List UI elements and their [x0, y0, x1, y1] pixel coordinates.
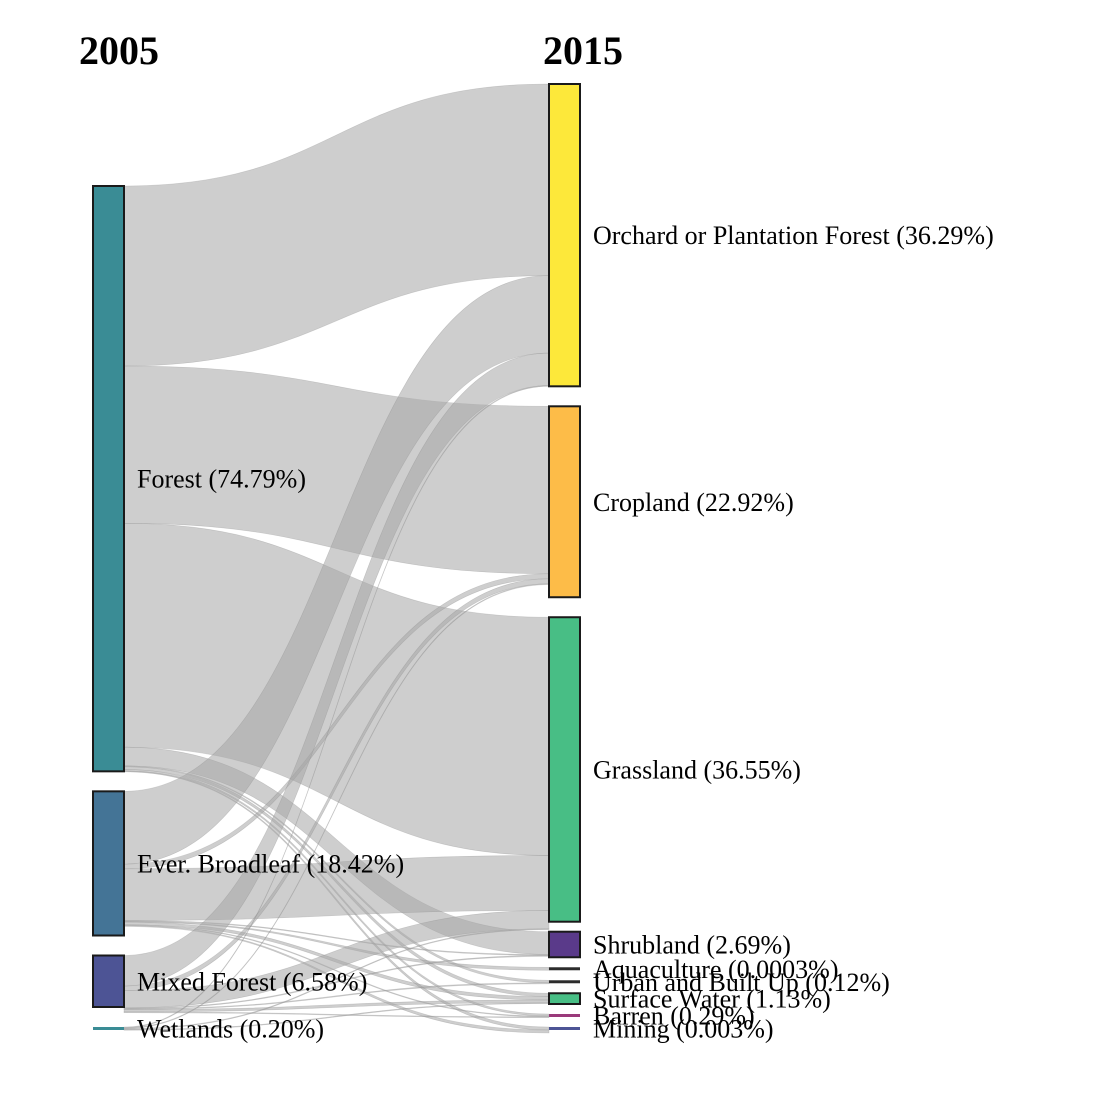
target-node-orchard: [548, 83, 581, 388]
target-label-water: Surface Water (1.13%): [593, 985, 831, 1014]
target-node-aquaculture: [549, 967, 580, 971]
target-node-grassland: [548, 616, 581, 923]
target-label-aquaculture: Aquaculture (0.0003%): [593, 955, 838, 984]
node-group: [92, 83, 581, 1030]
flow-group: [123, 83, 550, 1034]
source-year-title: 2005: [79, 28, 159, 73]
target-label-orchard: Orchard or Plantation Forest (36.29%): [593, 221, 994, 250]
source-label-wetlands: Wetlands (0.20%): [137, 1015, 324, 1044]
target-label-barren: Barren (0.29%): [593, 1002, 755, 1031]
target-label-grassland: Grassland (36.55%): [593, 755, 801, 784]
target-node-barren: [549, 1014, 580, 1017]
target-node-shrubland: [548, 930, 581, 959]
source-node-wetlands: [93, 1027, 124, 1030]
label-group: Forest (74.79%) Ever. Broadleaf (18.42%) M…: [137, 221, 994, 1043]
target-node-cropland: [548, 405, 581, 599]
flow-mixed-to-barren: [123, 1011, 550, 1018]
target-label-shrubland: Shrubland (2.69%): [593, 930, 791, 959]
source-label-mixed: Mixed Forest (6.58%): [137, 967, 367, 996]
target-node-urban: [549, 980, 580, 984]
target-label-mining: Mining (0.003%): [593, 1015, 774, 1044]
source-node-forest: [92, 185, 125, 773]
flow-wetlands-to-grassland: [123, 928, 550, 1030]
target-node-water: [548, 992, 581, 1006]
source-node-broadleaf: [92, 790, 125, 937]
source-label-forest: Forest (74.79%): [137, 465, 306, 494]
target-label-urban: Urban and Built Up (0.12%): [593, 968, 890, 997]
target-node-mining: [549, 1027, 580, 1030]
source-label-broadleaf: Ever. Broadleaf (18.42%): [137, 849, 404, 878]
flow-mixed-to-urban: [123, 982, 550, 1010]
target-label-cropland: Cropland (22.92%): [593, 488, 794, 517]
target-year-title: 2015: [543, 28, 623, 73]
source-node-mixed: [92, 954, 125, 1009]
